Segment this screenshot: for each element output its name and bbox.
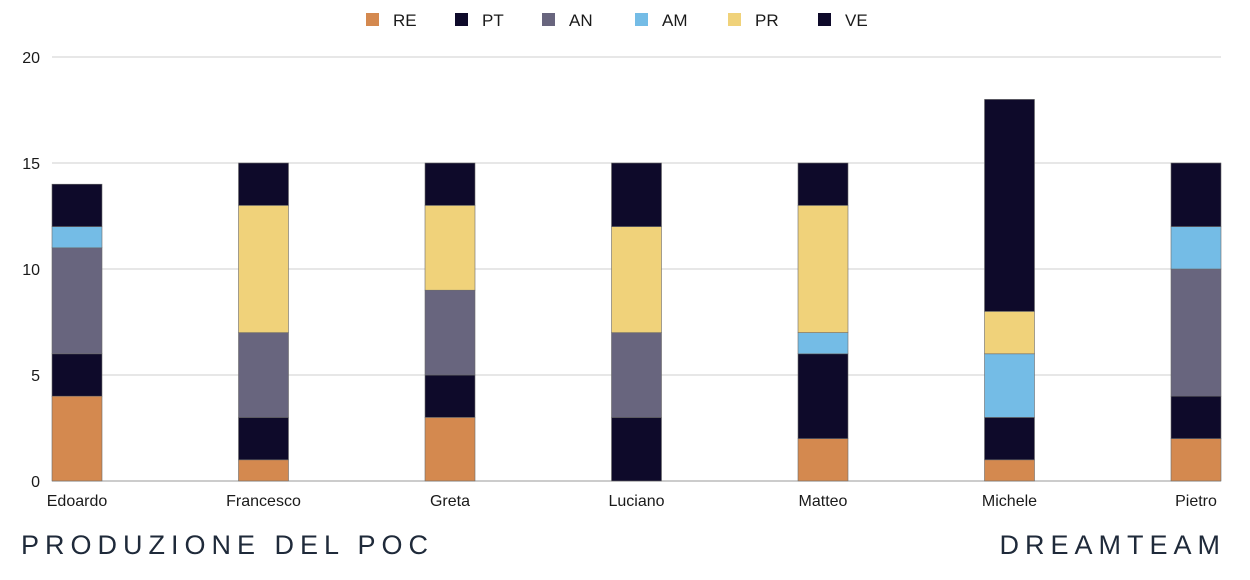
legend: RE PT AN AM PR VE: [366, 11, 868, 30]
bar-segment-ve: [984, 99, 1035, 312]
bar-segment-pt: [984, 417, 1035, 461]
bar-segment-re: [424, 417, 476, 482]
legend-label: PR: [755, 11, 779, 30]
bar-stack: [611, 162, 662, 482]
bar-stack: [51, 183, 103, 482]
bar-segment-pr: [797, 205, 849, 333]
bar-segment-re: [984, 459, 1035, 482]
bar-segment-pt: [611, 417, 662, 482]
x-tick-label: Edoardo: [47, 493, 108, 510]
bar-segment-pr: [424, 205, 476, 291]
bar-segment-ve: [797, 162, 849, 206]
bar-segment-an: [238, 332, 289, 418]
y-tick-label: 5: [31, 368, 40, 385]
bar-stack: [797, 162, 849, 482]
bar-stack: [238, 162, 289, 482]
bar-stack: [424, 162, 476, 482]
bar-segment-pr: [984, 311, 1035, 355]
y-tick-label: 20: [22, 50, 40, 67]
bar-segment-ve: [238, 162, 289, 206]
legend-item: RE: [366, 11, 417, 30]
footer-title: PRODUZIONE DEL POC: [21, 530, 435, 560]
bar-segment-pt: [51, 353, 103, 397]
footer-brand: DREAMTEAM: [999, 530, 1226, 560]
x-tick-label: Pietro: [1175, 493, 1217, 510]
bar-segment-am: [797, 332, 849, 355]
bar-segment-pt: [424, 374, 476, 418]
bar-segment-pt: [238, 417, 289, 461]
bar-segment-re: [238, 459, 289, 482]
y-axis: 0 5 10 15 20: [22, 50, 40, 491]
bar-segment-an: [1170, 268, 1222, 397]
bar-segment-re: [51, 395, 103, 482]
bar-segment-ve: [611, 162, 662, 227]
x-axis: Edoardo Francesco Greta Luciano Matteo Michel…: [47, 493, 1217, 510]
bar-stack: [1170, 162, 1222, 482]
bar-segment-am: [1170, 226, 1222, 270]
legend-label: RE: [393, 11, 417, 30]
legend-item: PT: [455, 11, 504, 30]
legend-item: VE: [818, 11, 868, 30]
bar-segment-pr: [238, 205, 289, 333]
legend-swatch: [818, 13, 831, 26]
legend-swatch: [455, 13, 468, 26]
legend-label: VE: [845, 11, 868, 30]
x-tick-label: Michele: [982, 493, 1037, 510]
bar-segment-re: [1170, 438, 1222, 482]
x-tick-label: Luciano: [608, 493, 664, 510]
bar-segment-pt: [797, 353, 849, 439]
x-tick-label: Francesco: [226, 493, 301, 510]
legend-item: PR: [728, 11, 779, 30]
legend-swatch: [542, 13, 555, 26]
bar-segment-pt: [1170, 395, 1222, 439]
x-tick-label: Matteo: [799, 493, 848, 510]
legend-label: AN: [569, 11, 593, 30]
bar-segment-an: [611, 332, 662, 418]
legend-swatch: [728, 13, 741, 26]
y-tick-label: 0: [31, 474, 40, 491]
bars: [51, 99, 1222, 482]
bar-segment-an: [51, 247, 103, 355]
legend-swatch: [635, 13, 648, 26]
legend-item: AN: [542, 11, 593, 30]
y-tick-label: 10: [22, 262, 40, 279]
y-tick-label: 15: [22, 156, 40, 173]
x-tick-label: Greta: [430, 493, 470, 510]
bar-stack: [984, 99, 1035, 482]
bar-segment-ve: [1170, 162, 1222, 227]
legend-swatch: [366, 13, 379, 26]
bar-segment-an: [424, 289, 476, 376]
bar-segment-am: [51, 226, 103, 249]
legend-item: AM: [635, 11, 688, 30]
bar-segment-re: [797, 438, 849, 482]
bar-segment-am: [984, 353, 1035, 418]
bar-segment-pr: [611, 226, 662, 333]
legend-label: PT: [482, 11, 504, 30]
bar-segment-ve: [424, 162, 476, 206]
bar-segment-ve: [51, 183, 103, 227]
legend-label: AM: [662, 11, 688, 30]
